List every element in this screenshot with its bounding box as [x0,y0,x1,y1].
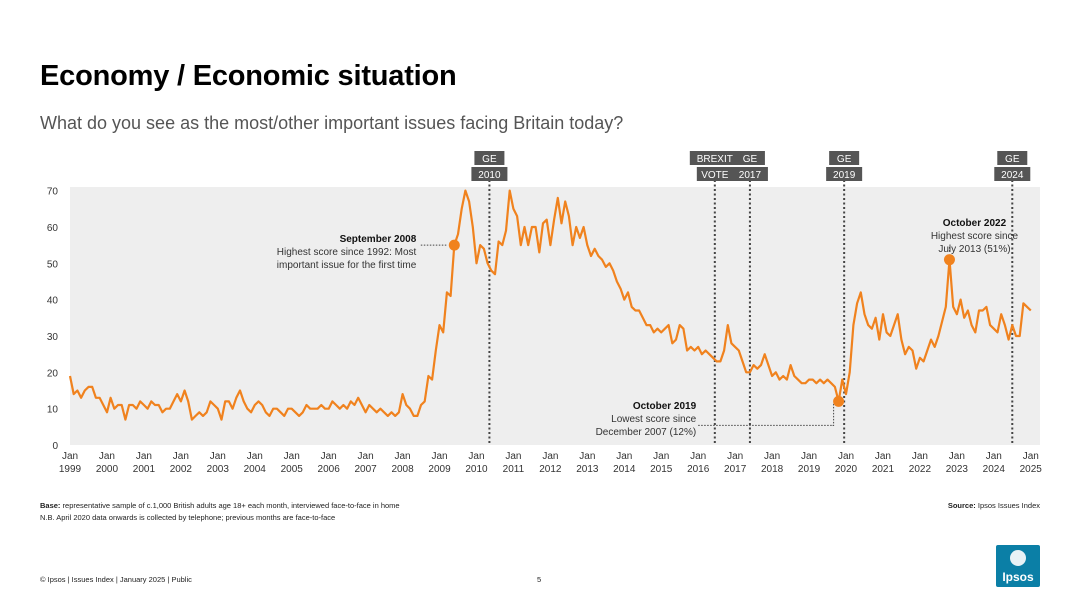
x-tick-label: Jan 2024 [983,451,1006,475]
annotation-title: October 2019 [633,401,697,412]
event-label-box [826,167,863,181]
x-tick-label: Jan 2017 [724,451,747,475]
y-tick-label: 0 [52,441,58,452]
base-note: Base: representative sample of c.1,000 B… [40,500,400,512]
event-label: 2019 [833,170,856,181]
y-tick-label: 20 [47,368,59,379]
annotation-text: Highest score since [931,231,1019,242]
x-tick-label: Jan 2025 [1020,451,1043,475]
event-label-box [731,167,768,181]
base-label: Base: [40,501,61,510]
copyright: © Ipsos | Issues Index | January 2025 | … [40,575,192,584]
plot-background [70,187,1040,445]
annotation-text: July 2013 (51%) [938,244,1010,255]
x-tick-label: Jan 2023 [946,451,969,475]
event-label: GE [1005,154,1020,165]
page-number: 5 [537,575,542,584]
event-label-box [734,151,765,165]
annotation-text: Lowest score since [611,414,696,425]
annotation-text: important issue for the first time [277,260,417,271]
x-tick-label: Jan 2012 [539,451,562,475]
event-label-box [689,151,740,165]
x-tick-label: Jan 2009 [428,451,451,475]
source-text: Ipsos Issues Index [977,501,1040,510]
series-line [68,189,1032,421]
source-label: Source: [947,501,976,510]
x-tick-label: Jan 2020 [835,451,858,475]
event-label-box [997,151,1028,165]
annotation-text: December 2007 (12%) [596,427,697,438]
base-text: representative sample of c.1,000 British… [62,501,400,510]
x-tick-label: Jan 2013 [576,451,599,475]
page-title: Economy / Economic situation [40,60,457,92]
annotation-title: October 2022 [943,218,1007,229]
y-tick-label: 50 [47,259,59,270]
event-label-box [829,151,860,165]
event-label: GE [743,154,758,165]
logo-text: Ipsos [1002,570,1034,584]
page-subtitle: What do you see as the most/other import… [40,113,624,133]
y-tick-label: 30 [47,332,59,343]
logo-mark-icon [1010,550,1026,566]
x-tick-label: Jan 1999 [59,451,82,475]
x-tick-label: Jan 2022 [909,451,932,475]
x-tick-label: Jan 2010 [465,451,488,475]
x-tick-label: Jan 2001 [133,451,156,475]
y-tick-label: 60 [47,223,59,234]
x-tick-label: Jan 2016 [687,451,710,475]
event-label: 2010 [478,170,501,181]
x-tick-label: Jan 2006 [318,451,341,475]
y-tick-label: 70 [47,187,59,198]
x-tick-label: Jan 2014 [613,451,636,475]
event-label: BREXIT [697,154,733,165]
source-note: Source: Ipsos Issues Index [948,500,1040,512]
y-tick-label: 10 [47,405,59,416]
y-tick-label: 40 [47,296,59,307]
x-tick-label: Jan 2004 [244,451,267,475]
x-tick-label: Jan 2008 [391,451,414,475]
annotation-title: September 2008 [340,234,417,245]
x-tick-label: Jan 2003 [207,451,230,475]
event-label-box [994,167,1031,181]
annotation-point [943,254,955,266]
x-tick-label: Jan 2011 [503,451,525,475]
x-tick-label: Jan 2019 [798,451,821,475]
x-tick-label: Jan 2007 [354,451,377,475]
ipsos-logo: Ipsos [996,545,1040,587]
event-label: VOTE [701,170,729,181]
event-label-box [474,151,505,165]
x-tick-label: Jan 2021 [872,451,895,475]
event-label-box [696,167,733,181]
x-tick-label: Jan 2005 [281,451,304,475]
event-label: GE [482,154,497,165]
event-label: 2017 [739,170,762,181]
annotation-text: Highest score since 1992: Most [277,247,417,258]
event-label-box [471,167,508,181]
method-note: N.B. April 2020 data onwards is collecte… [40,513,336,522]
annotation-point [448,239,460,251]
event-label: 2024 [1001,170,1024,181]
x-tick-label: Jan 2018 [761,451,784,475]
annotation-point [833,395,845,407]
x-tick-label: Jan 2000 [96,451,119,475]
x-tick-label: Jan 2002 [170,451,193,475]
x-tick-label: Jan 2015 [650,451,673,475]
event-label: GE [837,154,852,165]
